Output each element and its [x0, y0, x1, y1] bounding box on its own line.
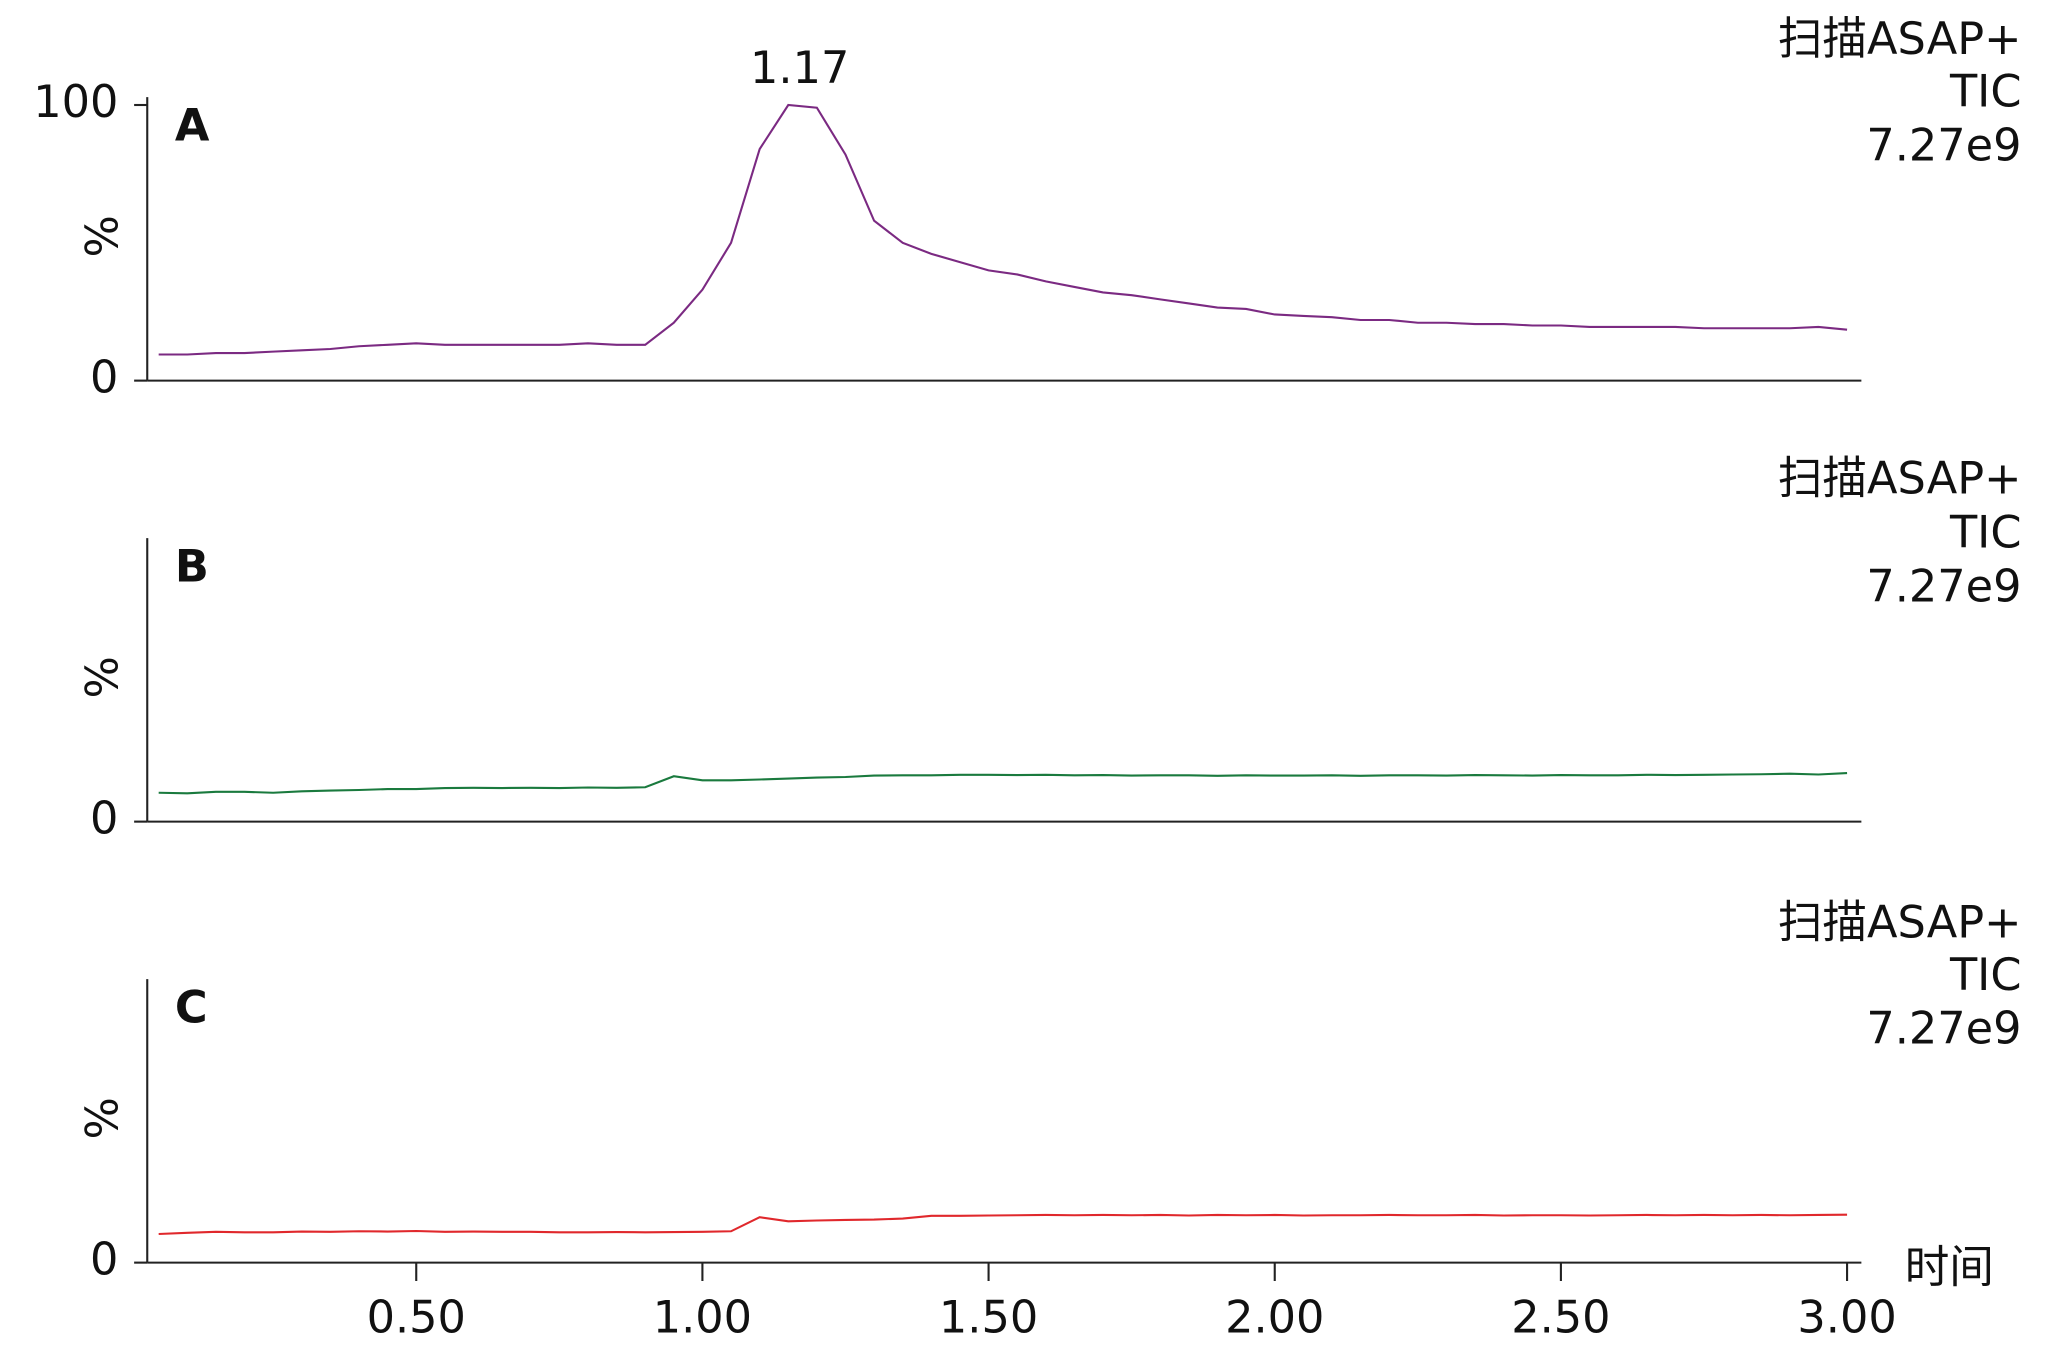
- y-axis-label: %: [76, 656, 128, 698]
- series-line: [158, 103, 1848, 356]
- y-axis-label: %: [76, 215, 128, 257]
- trace-label: 扫描ASAP+: [1778, 13, 2022, 65]
- x-tick-label: 3.00: [1797, 1291, 1896, 1343]
- y-tick-label: 100: [33, 76, 118, 128]
- trace-label: 7.27e9: [1866, 119, 2021, 171]
- y-axis-label: %: [76, 1097, 128, 1139]
- x-tick-label: 1.00: [653, 1291, 752, 1343]
- x-tick-label: 1.50: [939, 1291, 1038, 1343]
- x-axis-label: 时间: [1905, 1242, 1994, 1294]
- panel-label: B: [175, 541, 209, 593]
- trace-label: 7.27e9: [1866, 560, 2021, 612]
- x-tick-label: 2.50: [1511, 1291, 1610, 1343]
- panel-label: A: [175, 100, 210, 152]
- y-tick-label: 0: [90, 793, 118, 845]
- series-line: [158, 1213, 1848, 1236]
- y-tick-label: 0: [90, 1234, 118, 1286]
- x-tick-label: 2.00: [1225, 1291, 1324, 1343]
- y-tick-label: 0: [90, 352, 118, 404]
- trace-label: TIC: [1949, 507, 2022, 559]
- trace-label: 扫描ASAP+: [1778, 896, 2022, 948]
- trace-label: 扫描ASAP+: [1778, 453, 2022, 505]
- panel-label: C: [175, 982, 208, 1034]
- trace-label: TIC: [1949, 66, 2022, 118]
- peak-label: 1.17: [750, 42, 849, 94]
- trace-label: TIC: [1949, 949, 2022, 1001]
- x-tick-label: 0.50: [367, 1291, 466, 1343]
- trace-label: 7.27e9: [1866, 1003, 2021, 1055]
- series-line: [158, 772, 1848, 795]
